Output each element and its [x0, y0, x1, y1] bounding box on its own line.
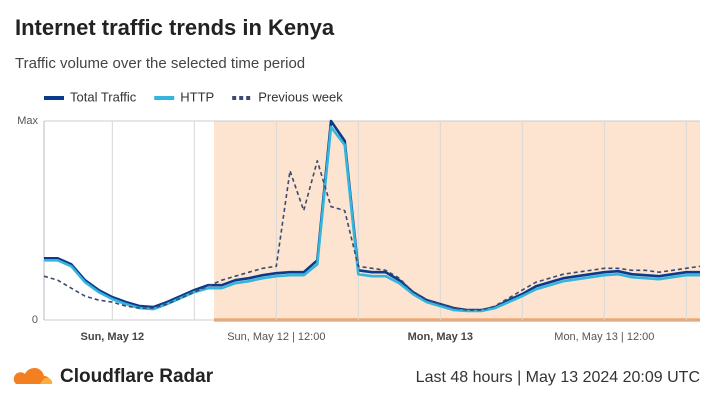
legend-label: Previous week [258, 89, 343, 104]
x-tick-label: Mon, May 13 | 12:00 [554, 331, 654, 343]
series-line [44, 125, 700, 313]
y-tick-label: 0 [32, 314, 38, 326]
x-tick-label: Sun, May 12 | 12:00 [227, 331, 325, 343]
x-tick-label: Mon, May 13 [408, 331, 473, 343]
legend-label: HTTP [180, 89, 214, 104]
brand: Cloudflare Radar [60, 366, 214, 387]
x-tick-label: Sun, May 12 [81, 331, 145, 343]
logo [13, 367, 53, 384]
legend-label: Total Traffic [70, 89, 137, 104]
series-line [44, 119, 700, 312]
series-line [43, 160, 701, 311]
chart-title: Internet traffic trends in Kenya [15, 15, 335, 40]
y-tick-label: Max [17, 115, 38, 127]
footer: Last 48 hours | May 13 2024 20:09 UTC [416, 369, 700, 386]
chart-subtitle: Traffic volume over the selected time pe… [15, 55, 305, 72]
highlight-region [214, 121, 700, 320]
